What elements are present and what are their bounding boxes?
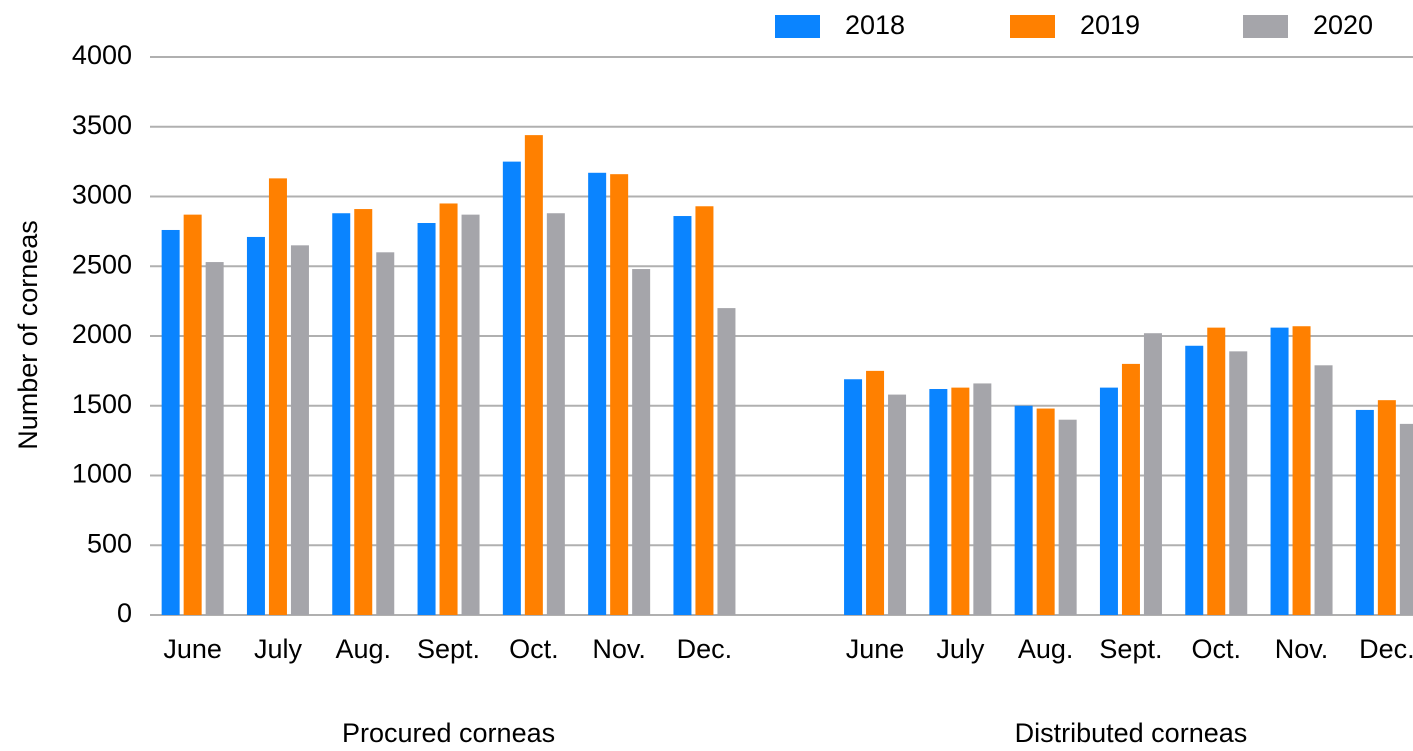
legend-swatch xyxy=(1010,15,1055,38)
x-tick-label: July xyxy=(254,634,303,664)
x-tick-label: Sept. xyxy=(1099,634,1162,664)
x-tick-label: Oct. xyxy=(1191,634,1241,664)
bar xyxy=(376,252,395,616)
bar xyxy=(354,209,373,615)
bar xyxy=(1355,409,1374,615)
bar xyxy=(1185,345,1204,615)
bar xyxy=(1036,408,1055,615)
y-tick-label: 2000 xyxy=(72,319,132,349)
bar xyxy=(1229,351,1248,615)
x-tick-label: Nov. xyxy=(592,634,646,664)
bar xyxy=(290,245,309,615)
bar xyxy=(246,236,265,615)
x-tick-label: Dec. xyxy=(677,634,733,664)
y-tick-label: 500 xyxy=(87,528,132,558)
x-tick-label: Sept. xyxy=(417,634,480,664)
bar xyxy=(844,379,863,615)
bar xyxy=(183,214,202,615)
bar xyxy=(1058,419,1077,615)
bar xyxy=(1143,333,1162,615)
bar xyxy=(1399,423,1413,615)
bar xyxy=(332,213,351,616)
group-label: Distributed corneas xyxy=(1015,718,1248,748)
y-tick-label: 1500 xyxy=(72,389,132,419)
y-axis-label: Number of corneas xyxy=(13,220,43,450)
bar xyxy=(888,394,907,615)
bar xyxy=(205,262,224,615)
x-tick-label: Nov. xyxy=(1275,634,1329,664)
bar xyxy=(546,213,565,616)
x-tick-label: July xyxy=(936,634,985,664)
y-tick-label: 0 xyxy=(117,598,132,628)
bar xyxy=(951,387,970,615)
bar xyxy=(1014,405,1033,615)
bar xyxy=(610,174,629,615)
bar xyxy=(588,172,607,615)
bar xyxy=(1121,363,1140,615)
bar xyxy=(268,178,287,616)
x-tick-label: Dec. xyxy=(1359,634,1413,664)
bar xyxy=(417,223,436,615)
y-tick-label: 4000 xyxy=(72,40,132,70)
legend-label: 2018 xyxy=(845,10,905,40)
bar xyxy=(524,135,543,615)
bar xyxy=(1207,327,1226,615)
x-tick-label: June xyxy=(163,634,222,664)
bar xyxy=(1270,327,1289,615)
bar xyxy=(461,214,480,615)
bar xyxy=(1099,387,1118,615)
bar xyxy=(695,206,714,615)
bar xyxy=(673,216,692,615)
x-tick-label: Aug. xyxy=(1018,634,1074,664)
bar xyxy=(1314,365,1333,615)
bar xyxy=(502,161,521,615)
y-tick-label: 1000 xyxy=(72,459,132,489)
bar xyxy=(161,229,180,616)
x-tick-label: Aug. xyxy=(335,634,391,664)
bar xyxy=(866,370,885,615)
bar xyxy=(929,389,948,615)
bar xyxy=(973,383,992,615)
y-tick-label: 3000 xyxy=(72,180,132,210)
y-tick-label: 3500 xyxy=(72,110,132,140)
legend-swatch xyxy=(775,15,820,38)
y-tick-label: 2500 xyxy=(72,249,132,279)
x-tick-label: June xyxy=(846,634,905,664)
legend-swatch xyxy=(1243,15,1288,38)
legend-label: 2020 xyxy=(1313,10,1373,40)
bar xyxy=(632,269,651,615)
group-label: Procured corneas xyxy=(342,718,555,748)
bar xyxy=(439,203,458,615)
legend-label: 2019 xyxy=(1080,10,1140,40)
bar xyxy=(1377,400,1396,615)
x-tick-label: Oct. xyxy=(509,634,559,664)
bar xyxy=(717,308,736,615)
bar xyxy=(1292,326,1311,615)
